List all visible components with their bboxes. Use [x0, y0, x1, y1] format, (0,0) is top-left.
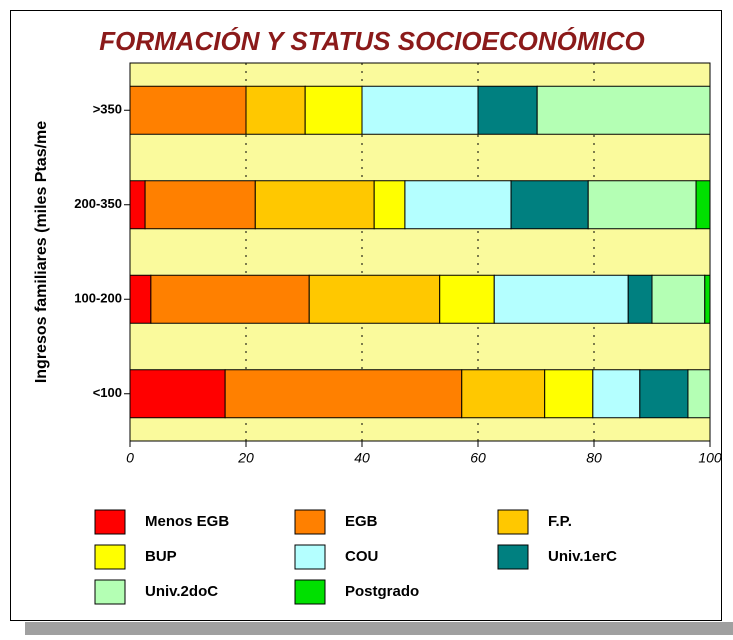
bar-segment [639, 369, 689, 419]
bar-segment [695, 180, 711, 230]
bar-segment [592, 369, 641, 419]
legend-label: Univ.1erC [548, 548, 617, 565]
bar-segment [651, 274, 706, 324]
bar-segment [461, 369, 546, 419]
y-tick-label: <100 [93, 385, 122, 400]
bar-segment [144, 180, 256, 230]
legend-swatch [497, 509, 529, 535]
legend-label: Univ.2doC [145, 583, 218, 600]
legend-label: Menos EGB [145, 513, 229, 530]
legend-swatch [294, 579, 326, 605]
bar-segment [308, 274, 441, 324]
bar-segment [129, 85, 247, 135]
bar-segment [304, 85, 363, 135]
y-tick-label: 100-200 [74, 291, 122, 306]
bar-segment [544, 369, 594, 419]
x-tick-label: 80 [586, 450, 602, 466]
legend-swatch [94, 509, 126, 535]
bar-segment [510, 180, 589, 230]
bar-segment [224, 369, 463, 419]
y-tick-label: 200-350 [74, 196, 122, 211]
bar-segment [150, 274, 310, 324]
bar-segment [254, 180, 375, 230]
x-tick-label: 20 [237, 450, 254, 466]
bar-segment [704, 274, 711, 324]
bar-segment [587, 180, 697, 230]
legend-swatch [94, 544, 126, 570]
bar-segment [245, 85, 306, 135]
legend-swatch [294, 509, 326, 535]
x-tick-label: 40 [354, 450, 370, 466]
plot-border [129, 62, 711, 442]
y-tick-label: >350 [93, 102, 122, 117]
bar-segment [404, 180, 512, 230]
legend-swatch [94, 579, 126, 605]
x-tick-label: 0 [126, 450, 134, 466]
legend-label: EGB [345, 513, 378, 530]
legend-label: BUP [145, 548, 177, 565]
bar-segment [361, 85, 479, 135]
bar-segment [536, 85, 711, 135]
shadow [25, 622, 733, 635]
legend-label: Postgrado [345, 583, 419, 600]
legend-label: F.P. [548, 513, 572, 530]
bar-segment [129, 369, 226, 419]
bar-segment [129, 180, 146, 230]
y-axis-label: Ingresos familiares (miles Ptas/me [33, 121, 50, 383]
legend-swatch [294, 544, 326, 570]
legend-label: COU [345, 548, 378, 565]
bar-segment [627, 274, 653, 324]
legend-swatch [497, 544, 529, 570]
x-tick-label: 100 [698, 450, 722, 466]
bar-segment [477, 85, 538, 135]
bar-segment [439, 274, 495, 324]
chart-title: FORMACIÓN Y STATUS SOCIOECONÓMICO [99, 26, 645, 56]
bar-segment [493, 274, 629, 324]
x-tick-label: 60 [470, 450, 486, 466]
bar-segment [373, 180, 406, 230]
bar-segment [129, 274, 152, 324]
bar-segment [687, 369, 711, 419]
